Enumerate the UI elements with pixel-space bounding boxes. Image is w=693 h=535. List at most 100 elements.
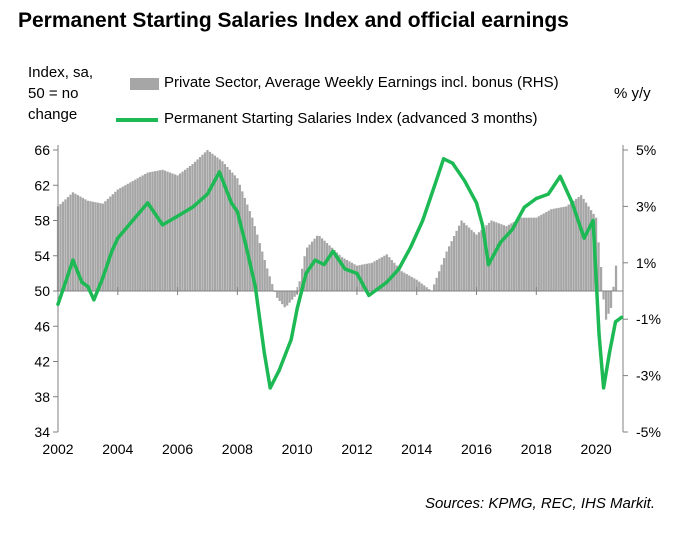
chart-title: Permanent Starting Salaries Index and of… — [18, 9, 569, 32]
salaries-index-point — [613, 320, 618, 324]
earnings-bar — [360, 264, 364, 291]
earnings-bar — [443, 258, 446, 291]
earnings-bar — [163, 170, 167, 291]
earnings-bar — [517, 219, 520, 291]
earnings-bar — [450, 241, 453, 291]
earnings-bar — [597, 242, 600, 291]
earnings-bar — [325, 243, 329, 291]
earnings-bar — [348, 261, 351, 291]
earnings-bar — [472, 232, 476, 291]
earnings-bar — [410, 276, 413, 291]
x-axis-tick-label: 2008 — [222, 441, 253, 457]
salaries-index-point — [295, 307, 299, 311]
earnings-bar — [562, 206, 565, 291]
salaries-index-point — [65, 276, 69, 280]
salaries-index-point — [56, 302, 60, 306]
legend-bar-swatch — [130, 78, 159, 90]
left-axis-tick-label: 66 — [34, 142, 50, 158]
earnings-bar — [505, 226, 508, 291]
earnings-bar — [338, 254, 341, 291]
salaries-index-point — [451, 161, 455, 165]
earnings-bar — [425, 287, 428, 291]
salaries-index-point — [474, 201, 479, 205]
earnings-bar — [104, 201, 107, 291]
earnings-bar — [168, 172, 172, 291]
earnings-bar — [457, 225, 461, 291]
earnings-bar — [263, 259, 266, 291]
earnings-bar — [173, 174, 177, 291]
earnings-bar — [612, 286, 615, 291]
earnings-bar — [253, 226, 256, 291]
salaries-index-point — [205, 192, 210, 196]
earnings-bar — [604, 291, 608, 320]
salaries-index-point — [289, 337, 293, 342]
earnings-bar — [552, 208, 555, 291]
earnings-bar — [510, 223, 513, 291]
earnings-bar — [198, 157, 202, 291]
source-note: Sources: KPMG, REC, IHS Markit. — [424, 495, 655, 512]
earnings-bar — [86, 200, 90, 291]
x-axis-tick-label: 2004 — [102, 441, 133, 457]
earnings-bar — [238, 184, 241, 291]
earnings-bar — [589, 210, 593, 291]
earnings-bar — [353, 264, 356, 291]
earnings-bar — [577, 197, 580, 291]
right-axis-tick-label: 3% — [636, 198, 656, 214]
earnings-bar — [91, 201, 94, 291]
earnings-bar — [79, 196, 82, 291]
earnings-bar — [188, 165, 192, 291]
earnings-bar — [223, 164, 227, 291]
earnings-bar — [315, 235, 319, 291]
earnings-bar — [248, 211, 251, 291]
earnings-bar — [159, 170, 162, 291]
earnings-bar — [203, 152, 207, 291]
earnings-bar — [375, 259, 378, 291]
earnings-bar — [111, 194, 114, 291]
earnings-bar — [452, 236, 456, 291]
earnings-bar — [278, 291, 281, 302]
x-axis-tick-label: 2014 — [401, 441, 432, 457]
salaries-index-point — [101, 276, 105, 280]
earnings-bar — [178, 173, 182, 291]
earnings-bar — [161, 169, 164, 291]
earnings-bar — [276, 291, 279, 298]
earnings-bar — [131, 181, 134, 291]
earnings-bar — [418, 281, 421, 291]
earnings-bar — [76, 195, 80, 291]
earnings-bar — [405, 274, 408, 291]
salaries-index-point — [522, 205, 526, 209]
earnings-bar — [333, 250, 336, 291]
earnings-bar — [291, 291, 294, 300]
salaries-index-point — [409, 245, 413, 249]
salaries-index-point — [268, 386, 272, 390]
salaries-index-point — [591, 218, 595, 223]
salaries-index-point — [313, 258, 317, 262]
salaries-index-point — [80, 280, 84, 284]
earnings-bar — [286, 291, 289, 306]
earnings-bar — [368, 263, 371, 291]
earnings-bar — [328, 245, 331, 291]
salaries-index-point — [355, 271, 359, 275]
earnings-bar — [343, 258, 346, 291]
earnings-bar — [567, 204, 570, 291]
earnings-bar — [81, 197, 85, 291]
left-axis-tick-label: 42 — [34, 354, 50, 370]
earnings-bar — [370, 262, 374, 291]
salaries-index-point — [442, 157, 446, 161]
earnings-bar — [266, 268, 269, 291]
earnings-bar — [540, 214, 543, 291]
earnings-bar — [149, 172, 152, 291]
earnings-bar — [515, 220, 518, 291]
axes-group — [53, 145, 628, 433]
earnings-bar — [482, 227, 486, 291]
salaries-index-point — [322, 262, 326, 267]
earnings-bar — [428, 289, 431, 291]
earnings-bar — [385, 254, 388, 291]
salaries-index-point — [379, 284, 383, 289]
earnings-bar — [495, 222, 498, 291]
earnings-bar — [535, 217, 538, 291]
earnings-bar — [166, 171, 169, 291]
earnings-bar — [176, 175, 179, 291]
earnings-bar — [455, 230, 458, 291]
earnings-bar — [293, 291, 296, 297]
